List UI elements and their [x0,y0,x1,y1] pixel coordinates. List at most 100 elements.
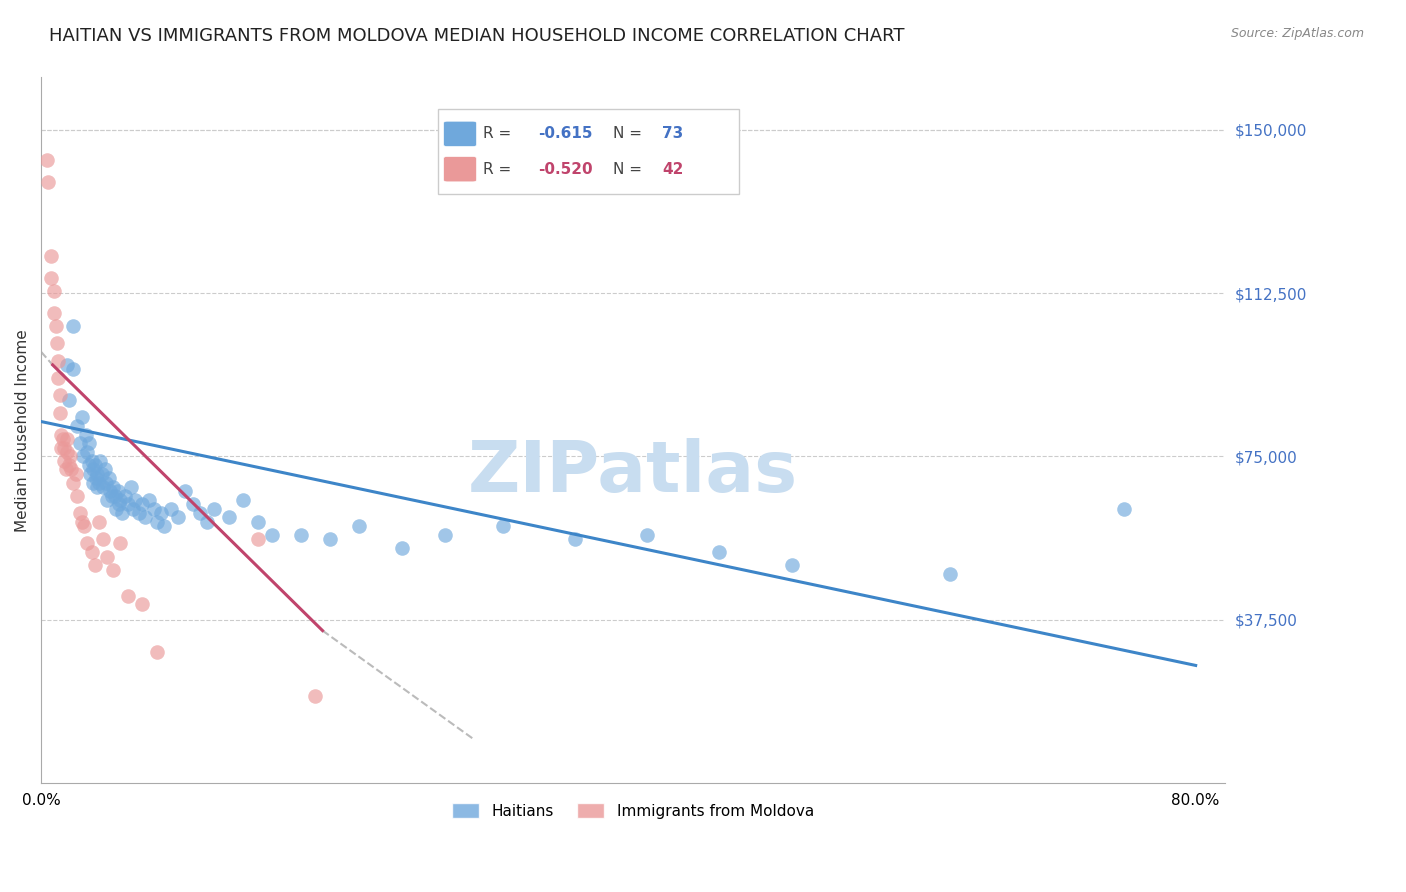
Point [77,458,100,472]
Point [1112,501,1135,516]
Point [100,484,122,499]
Point [131,497,153,511]
Point [75,427,97,442]
Point [66,418,89,433]
Text: HAITIAN VS IMMIGRANTS FROM MOLDOVA MEDIAN HOUSEHOLD INCOME CORRELATION CHART: HAITIAN VS IMMIGRANTS FROM MOLDOVA MEDIA… [49,27,904,45]
Point [160,501,183,516]
Point [347,519,370,533]
Point [134,510,156,524]
Point [70,410,93,425]
Point [564,532,586,546]
Text: ZIPatlas: ZIPatlas [468,438,797,507]
Point [56,445,79,459]
Point [103,563,125,577]
FancyBboxPatch shape [437,109,740,194]
Text: N =: N = [613,127,647,142]
Point [59,450,82,464]
Point [91,480,114,494]
Point [434,528,457,542]
Point [90,467,112,481]
Point [174,484,197,499]
Point [260,528,283,542]
Point [39,270,62,285]
Text: R =: R = [482,127,516,142]
Point [138,492,160,507]
Point [636,528,658,542]
Point [304,689,326,703]
Point [142,501,165,516]
Text: -0.520: -0.520 [538,161,593,177]
Point [62,475,84,490]
Point [53,441,76,455]
Point [56,432,79,446]
Point [55,462,77,476]
Y-axis label: Median Household Income: Median Household Income [15,329,30,532]
Point [84,471,107,485]
Text: N =: N = [613,161,647,177]
Point [91,532,114,546]
Point [35,153,58,168]
Point [110,536,132,550]
Point [53,454,76,468]
Point [82,462,104,476]
Point [709,545,731,559]
Point [108,497,131,511]
Point [51,427,73,442]
Point [111,506,134,520]
Point [149,506,172,520]
Point [202,501,225,516]
Point [131,598,153,612]
Point [39,249,62,263]
Point [58,458,80,472]
Point [58,392,80,407]
Point [46,336,69,351]
Point [69,436,91,450]
Point [86,467,108,481]
Point [89,454,111,468]
Point [65,467,87,481]
Point [48,371,70,385]
Point [124,492,146,507]
Point [80,454,103,468]
Point [42,284,65,298]
Point [319,532,342,546]
Point [128,506,150,520]
Point [110,492,132,507]
Point [48,353,70,368]
Point [87,515,110,529]
Point [939,566,962,581]
Point [167,510,190,524]
Point [42,305,65,319]
Text: R =: R = [482,161,516,177]
Point [145,645,167,659]
Text: Source: ZipAtlas.com: Source: ZipAtlas.com [1230,27,1364,40]
Point [76,445,98,459]
Point [56,358,79,372]
Point [96,492,118,507]
Point [114,489,136,503]
Point [72,450,94,464]
FancyBboxPatch shape [443,156,477,182]
Point [66,489,89,503]
Point [77,436,100,450]
Point [181,497,204,511]
Text: 42: 42 [662,161,683,177]
Point [80,545,103,559]
Point [391,541,413,555]
Legend: Haitians, Immigrants from Moldova: Haitians, Immigrants from Moldova [446,797,820,825]
Point [87,475,110,490]
Point [93,462,115,476]
Point [218,510,240,524]
Point [195,515,218,529]
Point [37,175,59,189]
Point [117,497,139,511]
Point [70,515,93,529]
Point [49,388,72,402]
Point [232,492,254,507]
Point [52,432,75,446]
Point [492,519,515,533]
Point [105,501,128,516]
Point [96,549,118,564]
Point [120,480,142,494]
Point [83,458,105,472]
